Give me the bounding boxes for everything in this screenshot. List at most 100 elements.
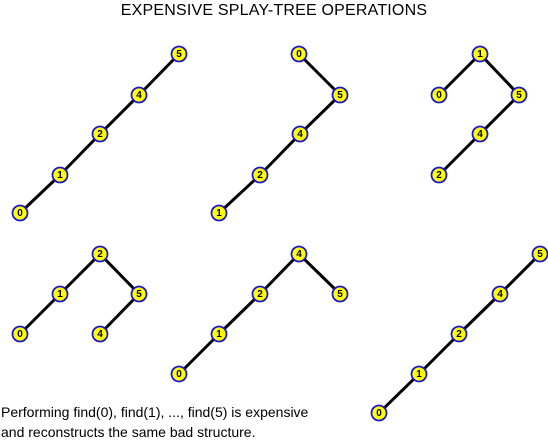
edge-5-4 bbox=[98, 292, 141, 336]
node-label: 4 bbox=[497, 289, 503, 300]
node-label: 5 bbox=[516, 90, 522, 101]
node-2: 2 bbox=[91, 125, 109, 143]
node-circle bbox=[170, 45, 188, 63]
node-label: 1 bbox=[216, 208, 222, 219]
node-circle bbox=[11, 204, 29, 222]
node-circle bbox=[51, 166, 69, 184]
edge-4-2 bbox=[437, 132, 482, 177]
node-circle bbox=[251, 285, 269, 303]
edge-0-5 bbox=[297, 52, 342, 97]
node-0: 0 bbox=[290, 45, 308, 63]
node-circle bbox=[471, 125, 489, 143]
node-1: 1 bbox=[51, 285, 69, 303]
node-label: 1 bbox=[216, 329, 222, 340]
node-2: 2 bbox=[251, 166, 269, 184]
node-label: 5 bbox=[337, 289, 343, 300]
node-0: 0 bbox=[430, 86, 448, 104]
node-circle bbox=[471, 45, 489, 63]
node-circle bbox=[11, 325, 29, 343]
node-5: 5 bbox=[531, 245, 548, 263]
node-circle bbox=[290, 245, 308, 263]
node-label: 2 bbox=[257, 289, 263, 300]
edge-1-0 bbox=[437, 52, 482, 97]
node-label: 4 bbox=[297, 129, 303, 140]
node-label: 2 bbox=[436, 170, 442, 181]
node-1: 1 bbox=[410, 365, 428, 383]
node-label: 2 bbox=[257, 170, 263, 181]
node-label: 4 bbox=[296, 249, 302, 260]
tree-6: 5 4 2 1 0 bbox=[370, 245, 548, 422]
node-4: 4 bbox=[290, 245, 308, 263]
node-circle bbox=[170, 365, 188, 383]
tree-4: 2 1 0 5 4 bbox=[11, 245, 148, 343]
node-0: 0 bbox=[11, 204, 29, 222]
edge-1-5 bbox=[478, 52, 521, 97]
edge-4-2 bbox=[258, 252, 301, 296]
node-circle bbox=[130, 285, 148, 303]
node-2: 2 bbox=[251, 285, 269, 303]
node-4: 4 bbox=[130, 86, 148, 104]
tree-3: 1 0 5 4 2 bbox=[430, 45, 528, 184]
node-label: 0 bbox=[17, 208, 23, 219]
node-circle bbox=[331, 86, 349, 104]
edge-5-4 bbox=[478, 93, 521, 136]
node-circle bbox=[291, 125, 309, 143]
node-circle bbox=[370, 404, 388, 422]
edge-4-2 bbox=[98, 93, 141, 136]
node-circle bbox=[510, 86, 528, 104]
node-5: 5 bbox=[510, 86, 528, 104]
caption-line-2: and reconstructs the same bad structure. bbox=[1, 424, 256, 440]
node-label: 5 bbox=[176, 49, 182, 60]
node-circle bbox=[410, 365, 428, 383]
tree-2: 0 5 4 2 1 bbox=[210, 45, 349, 222]
node-circle bbox=[91, 125, 109, 143]
edge-2-1 bbox=[58, 252, 102, 296]
node-label: 2 bbox=[97, 249, 103, 260]
edge-1-0 bbox=[377, 372, 421, 415]
caption: Performing find(0), find(1), ..., find(5… bbox=[1, 402, 381, 442]
edge-5-4 bbox=[137, 52, 181, 97]
node-1: 1 bbox=[210, 204, 228, 222]
node-4: 4 bbox=[91, 325, 109, 343]
node-circle bbox=[251, 166, 269, 184]
node-circle bbox=[290, 45, 308, 63]
node-label: 4 bbox=[477, 129, 483, 140]
node-label: 1 bbox=[57, 170, 63, 181]
node-circle bbox=[91, 245, 109, 263]
edge-1-0 bbox=[18, 292, 62, 336]
node-circle bbox=[430, 86, 448, 104]
edge-4-5 bbox=[297, 252, 342, 296]
node-1: 1 bbox=[51, 166, 69, 184]
node-4: 4 bbox=[471, 125, 489, 143]
node-2: 2 bbox=[450, 325, 468, 343]
edge-1-0 bbox=[18, 173, 62, 215]
edge-2-1 bbox=[417, 332, 461, 376]
node-2: 2 bbox=[91, 245, 109, 263]
node-circle bbox=[210, 204, 228, 222]
node-label: 0 bbox=[436, 90, 442, 101]
diagram-title: EXPENSIVE SPLAY-TREE OPERATIONS bbox=[120, 2, 428, 19]
node-5: 5 bbox=[331, 86, 349, 104]
node-0: 0 bbox=[170, 365, 188, 383]
node-2: 2 bbox=[430, 166, 448, 184]
edge-1-0 bbox=[177, 332, 221, 376]
node-0: 0 bbox=[370, 404, 388, 422]
edge-2-1 bbox=[217, 173, 262, 215]
edge-4-2 bbox=[258, 132, 302, 177]
node-label: 1 bbox=[477, 49, 483, 60]
node-label: 1 bbox=[57, 289, 63, 300]
node-4: 4 bbox=[491, 285, 509, 303]
node-label: 4 bbox=[136, 90, 142, 101]
node-4: 4 bbox=[291, 125, 309, 143]
node-5: 5 bbox=[130, 285, 148, 303]
node-circle bbox=[130, 86, 148, 104]
node-0: 0 bbox=[11, 325, 29, 343]
tree-5: 4 2 5 1 0 bbox=[170, 245, 349, 383]
node-circle bbox=[210, 325, 228, 343]
tree-1: 5 4 2 1 0 bbox=[11, 45, 188, 222]
edge-2-5 bbox=[98, 252, 141, 296]
node-5: 5 bbox=[170, 45, 188, 63]
node-label: 2 bbox=[97, 129, 103, 140]
node-label: 0 bbox=[296, 49, 302, 60]
